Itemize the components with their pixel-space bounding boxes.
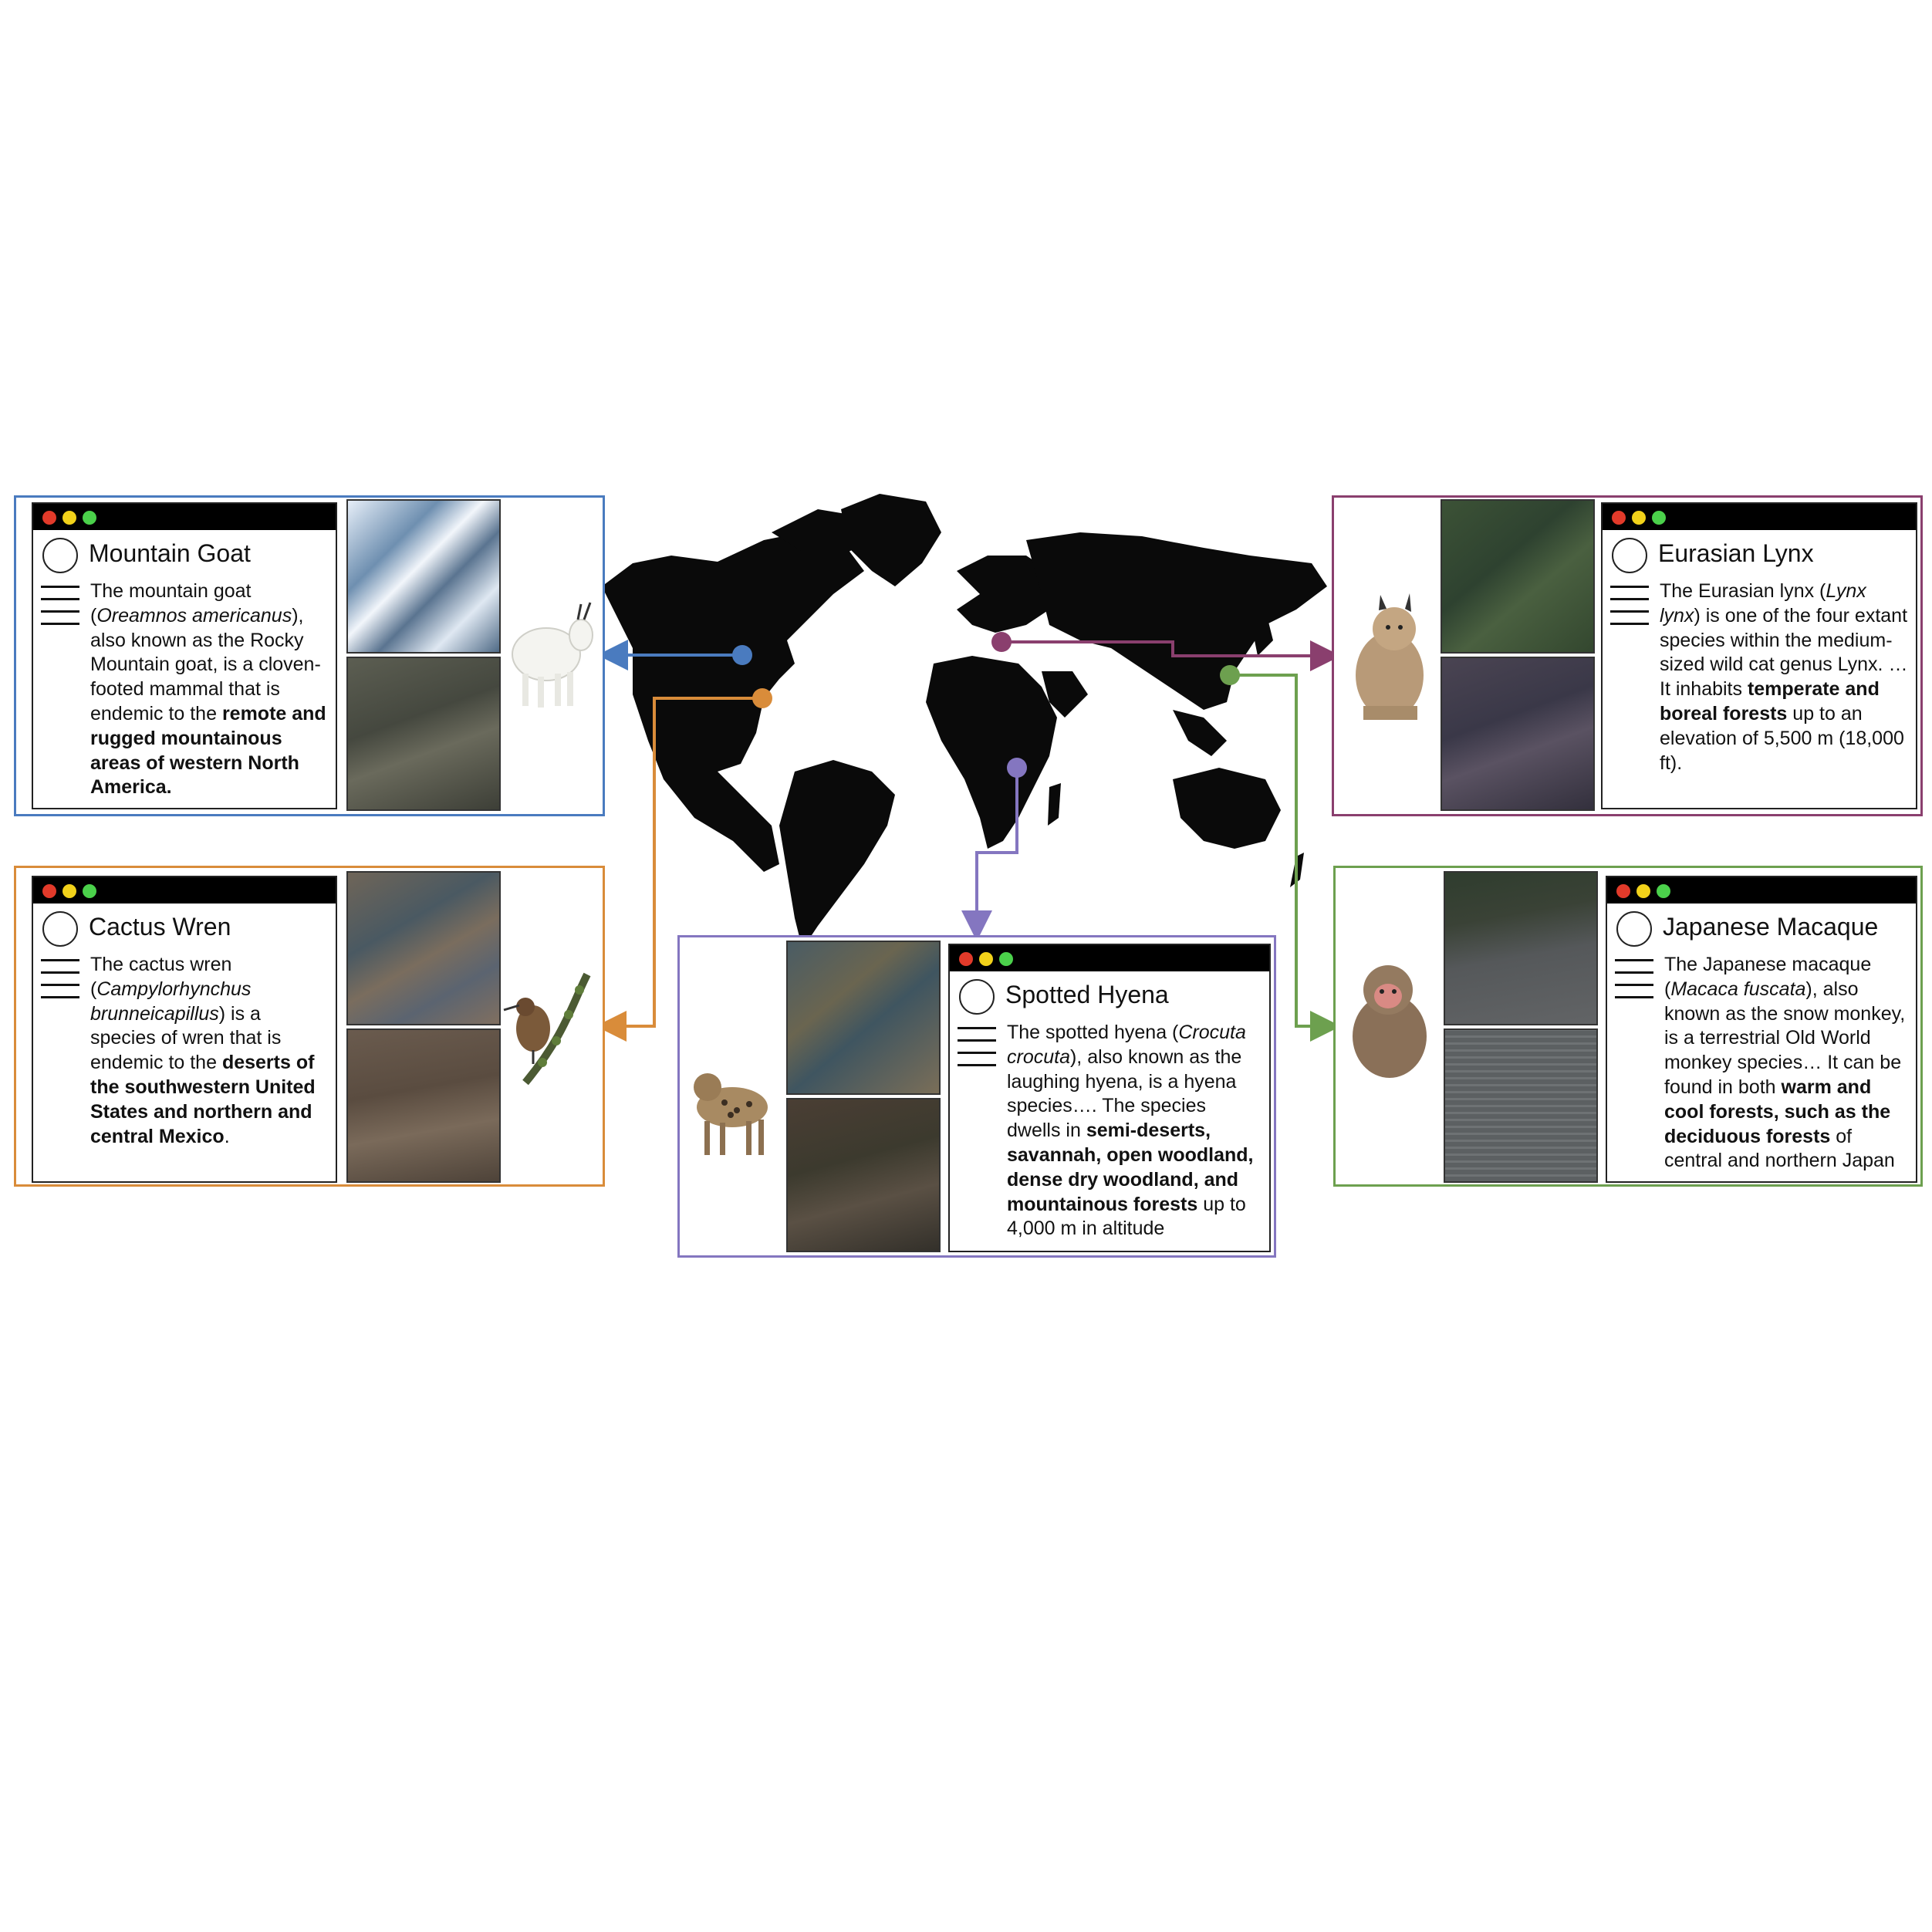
close-dot-icon — [1612, 511, 1626, 525]
europe — [957, 556, 1049, 633]
satellite-image-rugged-terrain — [346, 657, 501, 811]
menu-lines-icon — [1615, 959, 1653, 1005]
menu-lines-icon — [958, 1027, 996, 1073]
cactus-wren-icon — [503, 972, 591, 1086]
satellite-image-snow-mountains — [346, 499, 501, 654]
menu-lines-icon — [1610, 586, 1649, 632]
wren-location-marker — [752, 688, 772, 708]
greenland — [841, 494, 941, 586]
minimize-dot-icon — [979, 952, 993, 966]
maximize-dot-icon — [83, 511, 96, 525]
hyena-connector — [961, 768, 1018, 941]
spotted-hyena-window: Spotted Hyena The spotted hyena (Crocuta… — [948, 944, 1271, 1252]
satellite-image-boreal-forest — [1441, 657, 1595, 811]
maximize-dot-icon — [83, 884, 96, 898]
macaque-location-marker — [1220, 665, 1240, 685]
southeast-asia — [1173, 710, 1227, 756]
window-titlebar — [33, 504, 336, 530]
continents — [602, 494, 1327, 949]
species-description: The spotted hyena (Crocuta crocuta), als… — [1007, 1022, 1254, 1240]
macaque-icon — [1353, 965, 1427, 1078]
hyena-icon — [694, 1073, 768, 1155]
north-america — [602, 532, 864, 872]
avatar-circle-icon — [42, 911, 78, 947]
avatar-circle-icon — [1612, 538, 1647, 573]
new-zealand — [1290, 853, 1304, 887]
satellite-image-mountain-forest — [786, 1098, 941, 1252]
close-dot-icon — [959, 952, 973, 966]
cactus-wren-window: Cactus Wren The cactus wren (Campylorhyn… — [32, 876, 337, 1183]
species-description: The Eurasian lynx (Lynx lynx) is one of … — [1660, 580, 1908, 774]
maximize-dot-icon — [1652, 511, 1666, 525]
species-title: Japanese Macaque — [1663, 913, 1879, 941]
canada-arctic — [772, 509, 872, 556]
mountain-goat-icon — [512, 602, 593, 708]
satellite-image-coastal-hills — [786, 941, 941, 1095]
close-dot-icon — [42, 511, 56, 525]
window-titlebar — [33, 877, 336, 904]
close-dot-icon — [1616, 884, 1630, 898]
window-titlebar — [1603, 504, 1916, 530]
asia — [1026, 532, 1327, 710]
eurasian-lynx-window: Eurasian Lynx The Eurasian lynx (Lynx ly… — [1601, 502, 1917, 809]
minimize-dot-icon — [1636, 884, 1650, 898]
species-title: Eurasian Lynx — [1658, 539, 1814, 567]
japanese-macaque-window: Japanese Macaque The Japanese macaque (M… — [1606, 876, 1917, 1183]
satellite-image-forest-hills — [1441, 499, 1595, 654]
minimize-dot-icon — [62, 511, 76, 525]
lynx-connector — [1001, 640, 1341, 671]
avatar-circle-icon — [1616, 911, 1652, 947]
mountain-goat-window: Mountain Goat The mountain goat (Oreamno… — [32, 502, 337, 809]
arabia — [1042, 671, 1088, 718]
species-description: The cactus wren (Campylorhynchus brunnei… — [90, 954, 316, 1147]
satellite-image-forest-city-edge — [1444, 871, 1598, 1025]
minimize-dot-icon — [1632, 511, 1646, 525]
goat-location-marker — [732, 645, 752, 665]
lynx-icon — [1356, 593, 1424, 720]
menu-lines-icon — [41, 959, 79, 1005]
australia — [1173, 768, 1281, 849]
menu-lines-icon — [41, 586, 79, 632]
spotted-hyena-card: Spotted Hyena The spotted hyena (Crocuta… — [677, 935, 1276, 1258]
hyena-location-marker — [1007, 758, 1027, 778]
species-description: The Japanese macaque (Macaca fuscata), a… — [1664, 954, 1906, 1172]
cactus-wren-card: Cactus Wren The cactus wren (Campylorhyn… — [14, 866, 605, 1187]
location-markers — [732, 632, 1240, 778]
window-titlebar — [950, 945, 1269, 971]
species-description: The mountain goat (Oreamnos americanus),… — [90, 580, 326, 799]
minimize-dot-icon — [62, 884, 76, 898]
madagascar — [1048, 783, 1061, 826]
africa — [926, 656, 1057, 849]
lynx-location-marker — [991, 632, 1012, 652]
maximize-dot-icon — [1657, 884, 1670, 898]
avatar-circle-icon — [42, 538, 78, 573]
japanese-macaque-card: Japanese Macaque The Japanese macaque (M… — [1333, 866, 1923, 1187]
satellite-image-desert-terrain — [346, 1028, 501, 1183]
species-title: Mountain Goat — [89, 539, 251, 567]
japan — [1250, 610, 1273, 656]
satellite-image-city-grid — [1444, 1028, 1598, 1183]
eurasian-lynx-card: Eurasian Lynx The Eurasian lynx (Lynx ly… — [1332, 495, 1923, 816]
mountain-goat-card: Mountain Goat The mountain goat (Oreamno… — [14, 495, 605, 816]
satellite-image-lake-town — [346, 871, 501, 1025]
south-america — [779, 760, 895, 949]
species-title: Spotted Hyena — [1005, 981, 1169, 1008]
maximize-dot-icon — [999, 952, 1013, 966]
close-dot-icon — [42, 884, 56, 898]
species-title: Cactus Wren — [89, 913, 231, 941]
avatar-circle-icon — [959, 979, 995, 1015]
window-titlebar — [1607, 877, 1916, 904]
